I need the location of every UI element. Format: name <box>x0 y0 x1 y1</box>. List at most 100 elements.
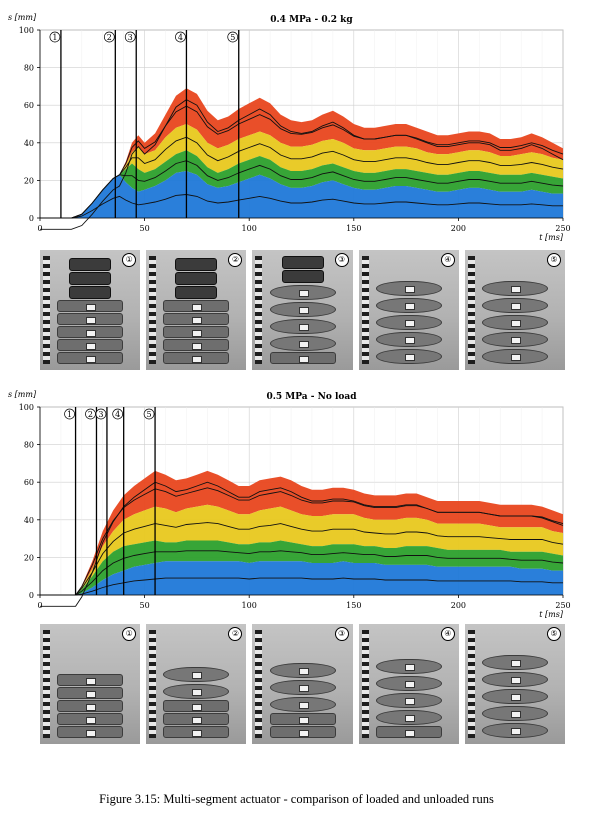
actuator-segment <box>269 285 336 300</box>
photo-index-label: ① <box>122 253 137 267</box>
actuator-segment <box>57 674 124 686</box>
scale-ruler <box>149 256 157 364</box>
y-tick-label: 80 <box>24 64 34 73</box>
marker-circle <box>85 408 96 420</box>
actuator-segment <box>163 726 230 738</box>
marker-circle <box>143 408 155 420</box>
actuator-segment <box>481 332 548 347</box>
actuator-photo: ⑤ <box>464 624 566 744</box>
actuator-segment <box>57 726 124 738</box>
photo-index-label: ② <box>228 627 243 641</box>
load-weight <box>69 272 112 285</box>
photo-index-label: ⑤ <box>547 253 562 267</box>
marker-label: 2 <box>88 410 93 419</box>
photo-strip-loaded: ① ② ③ ④ ⑤ <box>40 250 566 370</box>
marker-circle <box>49 31 61 43</box>
actuator-segment <box>375 315 442 330</box>
photo-index-label: ④ <box>440 627 455 641</box>
actuator-segment <box>481 706 548 721</box>
marker-circle <box>112 408 124 420</box>
scale-ruler <box>255 256 263 364</box>
chart-title: 0.5 MPa - No load <box>266 392 357 402</box>
actuator-segment <box>481 298 548 313</box>
actuator-segment <box>163 700 230 712</box>
actuator-segment <box>269 726 336 738</box>
segment-stack <box>375 279 442 364</box>
y-tick-label: 20 <box>24 553 34 562</box>
x-tick-label: 0 <box>37 601 42 610</box>
scale-ruler <box>255 630 263 738</box>
photo-index-label: ⑤ <box>547 627 562 641</box>
marker-label: 4 <box>115 410 120 419</box>
load-weight <box>175 272 218 285</box>
actuator-segment <box>269 319 336 334</box>
segment-stack <box>163 665 230 738</box>
segment-stack <box>57 673 124 738</box>
actuator-segment <box>375 693 442 708</box>
actuator-segment <box>57 339 124 351</box>
actuator-photo: ③ <box>252 250 353 370</box>
scale-ruler <box>361 256 369 364</box>
load-weight <box>69 286 112 299</box>
marker-circle <box>103 31 115 43</box>
actuator-segment <box>163 667 230 682</box>
actuator-photo: ② <box>146 250 247 370</box>
actuator-segment <box>163 339 230 351</box>
mean-line-top <box>40 481 564 607</box>
y-tick-label: 60 <box>24 101 34 110</box>
marker-label: 5 <box>230 33 235 42</box>
actuator-segment <box>481 281 548 296</box>
actuator-segment <box>163 300 230 312</box>
marker-circle <box>175 31 186 43</box>
mean-line-4 <box>40 105 564 219</box>
actuator-segment <box>375 349 442 364</box>
marker-label: 4 <box>178 33 183 42</box>
actuator-photo: ① <box>40 624 141 744</box>
actuator-segment <box>57 700 124 712</box>
actuator-segment <box>481 672 548 687</box>
actuator-segment <box>481 655 548 670</box>
actuator-photo: ① <box>40 250 141 370</box>
x-tick-label: 250 <box>555 601 570 610</box>
scale-ruler <box>43 256 50 364</box>
chart-title: 0.4 MPa - 0.2 kg <box>270 15 353 25</box>
actuator-segment <box>57 713 124 725</box>
marker-label: 5 <box>147 410 152 419</box>
marker-label: 1 <box>67 410 72 419</box>
actuator-segment <box>375 281 442 296</box>
actuator-segment <box>269 352 336 364</box>
load-weight <box>175 258 218 271</box>
photo-index-label: ④ <box>440 253 455 267</box>
actuator-photo: ④ <box>358 624 459 744</box>
x-axis-label: t [ms] <box>539 233 564 242</box>
band-series-1 <box>40 171 563 218</box>
load-weight <box>175 286 218 299</box>
y-tick-label: 100 <box>19 26 34 35</box>
x-tick-label: 100 <box>242 601 257 610</box>
actuator-segment <box>57 300 124 312</box>
mean-line-2 <box>40 550 564 596</box>
marker-label: 3 <box>98 410 103 419</box>
y-tick-label: 60 <box>24 478 34 487</box>
segment-stack <box>375 657 442 738</box>
scale-ruler <box>149 630 157 738</box>
segment-stack <box>269 661 336 738</box>
band-series-4 <box>40 470 563 595</box>
figure-caption: Figure 3.15: Multi-segment actuator - co… <box>99 792 494 806</box>
actuator-segment <box>481 689 548 704</box>
actuator-photo: ③ <box>252 624 353 744</box>
scale-ruler <box>361 630 369 738</box>
y-tick-label: 20 <box>24 176 34 185</box>
scale-ruler <box>43 630 50 738</box>
actuator-photo: ④ <box>358 250 459 370</box>
x-tick-label: 200 <box>451 601 466 610</box>
photo-index-label: ③ <box>334 627 349 641</box>
x-tick-label: 150 <box>346 601 361 610</box>
actuator-segment <box>481 723 548 738</box>
actuator-segment <box>375 726 442 738</box>
mean-line-1 <box>40 194 563 219</box>
segment-stack <box>481 653 548 738</box>
actuator-segment <box>375 676 442 691</box>
